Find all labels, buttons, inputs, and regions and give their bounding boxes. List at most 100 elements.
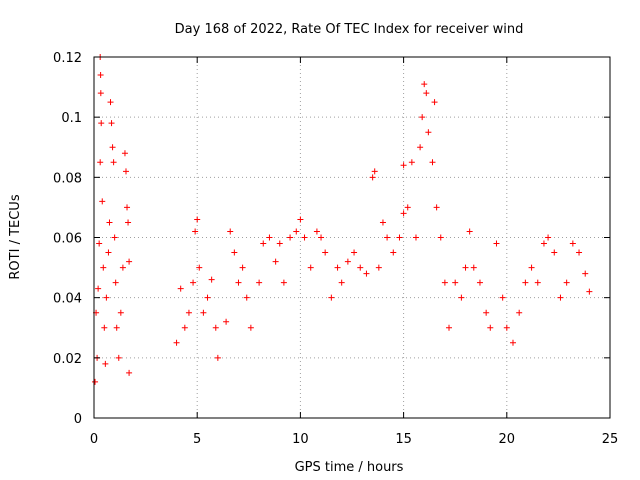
data-point xyxy=(97,159,104,166)
data-point xyxy=(280,279,287,286)
x-tick-label: 5 xyxy=(193,432,201,447)
data-point xyxy=(235,279,242,286)
data-point xyxy=(223,318,230,325)
data-point xyxy=(371,168,378,175)
data-point xyxy=(503,324,510,331)
data-point xyxy=(576,249,583,256)
x-tick-label: 0 xyxy=(90,432,98,447)
data-point xyxy=(266,234,273,241)
data-point xyxy=(344,258,351,265)
data-point xyxy=(470,264,477,271)
data-point xyxy=(404,204,411,211)
data-point xyxy=(557,294,564,301)
data-point xyxy=(260,240,267,247)
data-point xyxy=(99,198,106,205)
x-tick-label: 15 xyxy=(395,432,412,447)
data-point xyxy=(185,309,192,316)
data-point xyxy=(563,279,570,286)
data-point xyxy=(483,309,490,316)
chart-title: Day 168 of 2022, Rate Of TEC Index for r… xyxy=(175,22,524,37)
data-point xyxy=(256,279,263,286)
data-point xyxy=(476,279,483,286)
x-tick-label: 20 xyxy=(499,432,516,447)
data-point xyxy=(400,210,407,217)
data-point xyxy=(516,309,523,316)
x-axis-label: GPS time / hours xyxy=(295,460,404,475)
data-point xyxy=(493,240,500,247)
data-point xyxy=(113,324,120,331)
y-tick-label: 0.02 xyxy=(53,352,82,367)
data-point xyxy=(437,234,444,241)
data-point xyxy=(351,249,358,256)
data-point xyxy=(400,162,407,169)
data-point xyxy=(92,378,99,385)
y-tick-label: 0.08 xyxy=(53,171,82,186)
data-point xyxy=(108,120,115,127)
data-point xyxy=(204,294,211,301)
data-point xyxy=(96,240,103,247)
data-point xyxy=(540,240,547,247)
data-point xyxy=(408,159,415,166)
data-point xyxy=(117,309,124,316)
data-point xyxy=(357,264,364,271)
data-point xyxy=(100,264,107,271)
data-point xyxy=(190,279,197,286)
data-point xyxy=(297,216,304,223)
data-point xyxy=(569,240,576,247)
data-point xyxy=(227,228,234,235)
data-point xyxy=(487,324,494,331)
data-point xyxy=(338,279,345,286)
data-point xyxy=(425,129,432,136)
data-point xyxy=(390,249,397,256)
data-point xyxy=(212,324,219,331)
data-point xyxy=(196,264,203,271)
data-point xyxy=(522,279,529,286)
data-point xyxy=(112,279,119,286)
data-point xyxy=(111,234,118,241)
data-point xyxy=(419,114,426,121)
data-point xyxy=(322,249,329,256)
data-point xyxy=(396,234,403,241)
data-point xyxy=(369,174,376,181)
data-point xyxy=(97,90,104,97)
data-point xyxy=(105,249,112,256)
data-point xyxy=(375,264,382,271)
data-point xyxy=(102,360,109,367)
x-tick-label: 25 xyxy=(602,432,619,447)
data-point xyxy=(431,99,438,106)
data-point xyxy=(109,144,116,151)
data-point xyxy=(276,240,283,247)
data-point xyxy=(177,285,184,292)
data-point xyxy=(301,234,308,241)
data-point xyxy=(551,249,558,256)
y-tick-label: 0 xyxy=(74,412,82,427)
data-point xyxy=(95,285,102,292)
data-point xyxy=(384,234,391,241)
data-point xyxy=(446,324,453,331)
data-point xyxy=(499,294,506,301)
data-point xyxy=(125,219,132,226)
data-point xyxy=(433,204,440,211)
data-point xyxy=(441,279,448,286)
data-point xyxy=(307,264,314,271)
data-point xyxy=(200,309,207,316)
data-points xyxy=(92,54,593,385)
data-point xyxy=(214,354,221,361)
data-point xyxy=(124,204,131,211)
data-point xyxy=(429,159,436,166)
data-point xyxy=(545,234,552,241)
y-tick-label: 0.1 xyxy=(61,111,82,126)
data-point xyxy=(458,294,465,301)
data-point xyxy=(379,219,386,226)
data-point xyxy=(115,354,122,361)
data-point xyxy=(122,168,129,175)
data-point xyxy=(192,228,199,235)
data-point xyxy=(231,249,238,256)
data-point xyxy=(194,216,201,223)
data-point xyxy=(126,369,133,376)
data-point xyxy=(121,150,128,157)
data-point xyxy=(287,234,294,241)
data-point xyxy=(107,99,114,106)
axis-ticks: 0 5 10 15 20 25 0 0.02 0.04 0.06 0.08 0.1 0.12 xyxy=(53,51,618,447)
